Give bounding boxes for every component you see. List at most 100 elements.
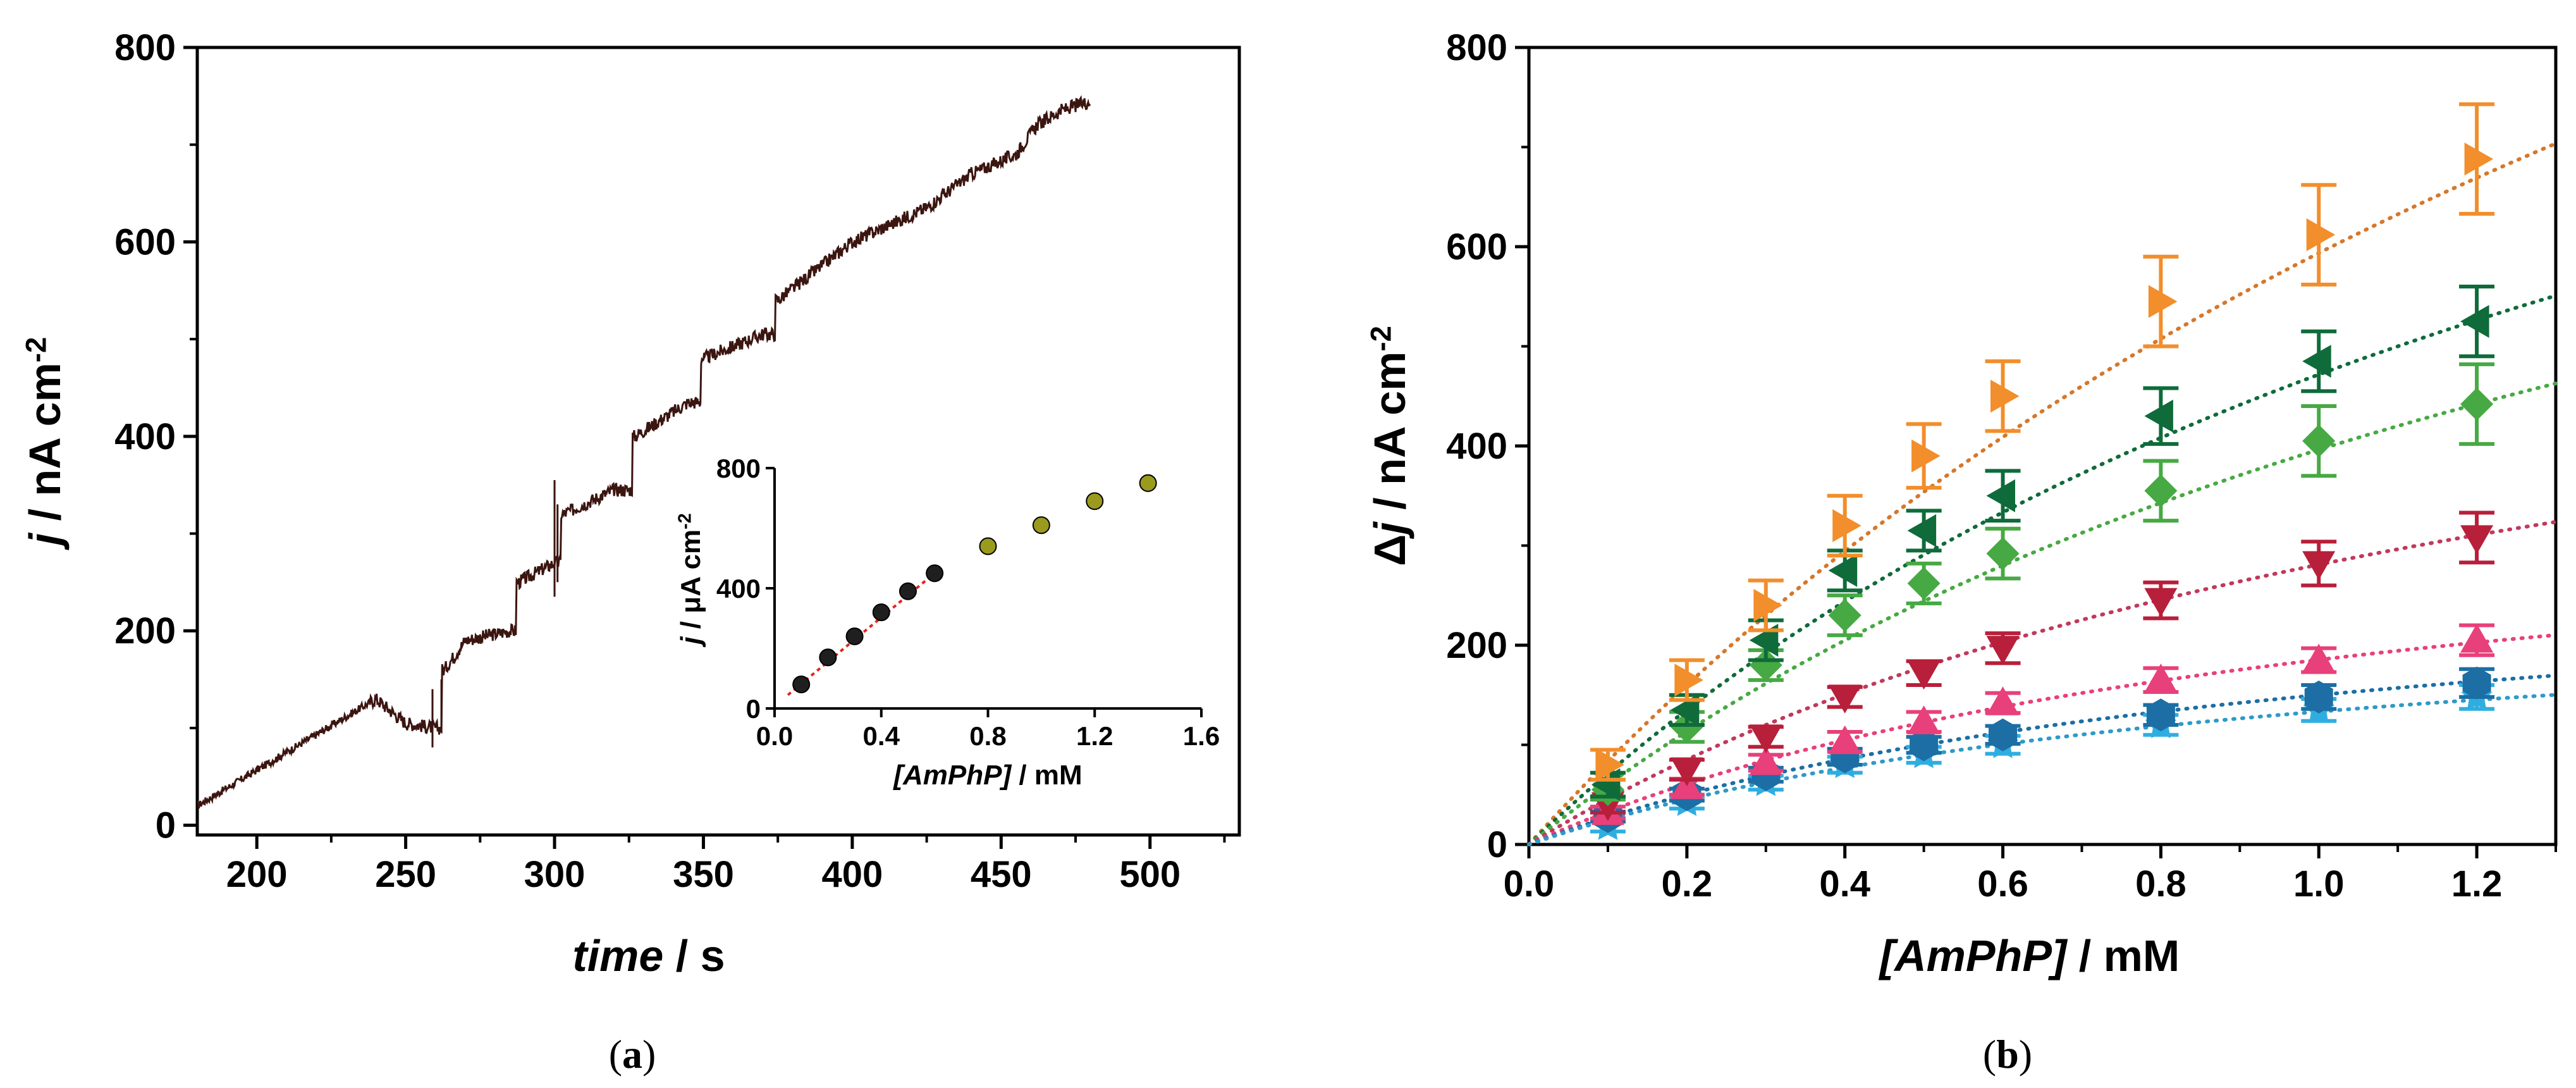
point-green-diamond <box>1828 598 1861 632</box>
x-axis-label-b: [AmPhP] / mM <box>1879 931 2180 980</box>
point-red-down-triangle <box>1986 636 2020 665</box>
inset-point-linear <box>872 603 890 621</box>
point-red-down-triangle <box>1828 684 1861 714</box>
inset-point-linear <box>926 564 944 583</box>
y-tick-label-b: 200 <box>1446 625 1507 666</box>
y-tick-label-b: 400 <box>1446 426 1507 467</box>
inset-point-linear <box>899 582 917 600</box>
point-pink-up-triangle <box>1986 686 2020 715</box>
inset-y-axis-label: j / μA cm-2 <box>675 513 706 647</box>
y-tick-label-b: 600 <box>1446 226 1507 268</box>
point-dark-green-left-triangle <box>1986 479 2015 512</box>
x-tick-label-a: 400 <box>821 854 883 895</box>
x-tick-label-b: 0.8 <box>2135 863 2187 905</box>
point-blue-hexagon <box>1910 728 1939 762</box>
x-tick-label-a: 300 <box>524 854 586 895</box>
point-orange-right-triangle <box>1753 589 1782 622</box>
point-green-diamond <box>2144 474 2178 507</box>
point-dark-green-left-triangle <box>2144 399 2173 433</box>
fit-curve-red-down-triangle <box>1527 520 2558 846</box>
point-orange-right-triangle <box>1674 664 1703 697</box>
x-tick-label-a: 250 <box>375 854 436 895</box>
panel-b: 0.0 0.2 0.4 0.6 0.8 1.0 1.2 0 200 400 600 800 [AmPhP… <box>1365 27 2558 980</box>
point-red-down-triangle <box>1907 660 1941 690</box>
y-tick-label-a: 200 <box>114 610 176 652</box>
point-red-down-triangle <box>1749 724 1782 753</box>
point-pink-up-triangle <box>1828 725 1861 755</box>
point-red-down-triangle <box>2302 551 2336 580</box>
point-dark-green-left-triangle <box>1828 553 1858 587</box>
y-axis-label-b: Δj / nA cm-2 <box>1365 326 1414 566</box>
point-blue-hexagon <box>2146 698 2175 732</box>
inset-point-linear <box>792 676 811 693</box>
point-orange-right-triangle <box>1911 439 1941 473</box>
point-dark-green-left-triangle <box>1907 514 1937 547</box>
fit-curve-green-diamond <box>1527 381 2558 846</box>
point-red-down-triangle <box>2460 525 2494 554</box>
x-tick-label-b: 0.4 <box>1819 863 1870 905</box>
point-blue-hexagon <box>1989 718 2018 751</box>
point-pink-up-triangle <box>1907 705 1941 734</box>
point-green-diamond <box>1907 567 1941 600</box>
point-orange-right-triangle <box>2148 285 2178 318</box>
y-tick-label-a: 0 <box>156 805 176 846</box>
point-orange-right-triangle <box>1595 748 1624 781</box>
y-tick-label-a: 600 <box>114 221 176 263</box>
inset-background <box>775 468 1201 708</box>
inset-point-linear <box>819 648 837 667</box>
inset-point-saturation <box>1139 474 1157 492</box>
captions: (a) (b) <box>609 1032 2032 1077</box>
inset-y-tick-label: 800 <box>716 454 761 483</box>
x-tick-label-b: 0.2 <box>1662 863 1713 905</box>
point-red-down-triangle <box>2144 588 2178 617</box>
y-axis-label-a: j / nA cm-2 <box>20 337 70 551</box>
panel-a: 200 250 300 350 400 450 500 0 200 400 600 800 time /… <box>20 27 1241 980</box>
point-dark-green-left-triangle <box>2460 305 2489 338</box>
point-orange-right-triangle <box>2464 142 2494 176</box>
panel-caption-a: (a) <box>609 1032 656 1077</box>
point-pink-up-triangle <box>2302 643 2336 673</box>
inset-y-tick-label: 0 <box>746 694 761 724</box>
point-orange-right-triangle <box>2306 218 2336 252</box>
x-tick-label-b: 0.6 <box>1977 863 2028 905</box>
inset-point-saturation <box>1032 516 1050 535</box>
x-tick-label-b: 0.0 <box>1504 863 1555 905</box>
x-tick-label-a: 500 <box>1119 854 1181 895</box>
panel-caption-b: (b) <box>1983 1032 2032 1077</box>
point-dark-green-left-triangle <box>1591 768 1621 801</box>
point-red-down-triangle <box>1670 757 1703 786</box>
inset-point-linear <box>845 627 864 645</box>
inset-x-tick-label: 0.4 <box>863 721 900 751</box>
point-green-diamond <box>1986 537 2020 571</box>
current-trace <box>196 95 1091 809</box>
x-tick-label-a: 450 <box>971 854 1032 895</box>
inset-linear-fit <box>787 567 941 696</box>
point-pink-up-triangle <box>2460 624 2494 653</box>
point-pink-up-triangle <box>1749 746 1782 776</box>
point-green-diamond <box>1749 648 1782 682</box>
point-green-diamond <box>2302 424 2336 458</box>
y-tick-label-a: 800 <box>114 27 176 68</box>
y-tick-label-b: 0 <box>1487 824 1507 865</box>
inset-x-tick-label: 1.6 <box>1183 721 1220 751</box>
point-orange-right-triangle <box>1832 509 1861 542</box>
y-tick-label-a: 400 <box>114 416 176 457</box>
inset-x-axis-label: [AmPhP] / mM <box>892 760 1082 791</box>
point-blue-hexagon <box>2304 680 2333 714</box>
y-tick-label-b: 800 <box>1446 27 1507 68</box>
inset-point-saturation <box>979 537 997 555</box>
x-tick-label-b: 1.0 <box>2293 863 2345 905</box>
x-tick-label-a: 350 <box>673 854 734 895</box>
point-green-diamond <box>2460 387 2494 421</box>
inset-point-saturation <box>1086 492 1104 510</box>
point-pink-up-triangle <box>2144 664 2178 693</box>
x-tick-label-a: 200 <box>226 854 288 895</box>
inset-x-tick-label: 1.2 <box>1076 721 1113 751</box>
fit-curve-orange-right-triangle <box>1527 141 2558 846</box>
inset-x-tick-label: 0.0 <box>756 721 793 751</box>
point-blue-hexagon <box>2462 666 2491 700</box>
point-orange-right-triangle <box>1990 380 2020 413</box>
plot-frame-a <box>195 46 1241 837</box>
